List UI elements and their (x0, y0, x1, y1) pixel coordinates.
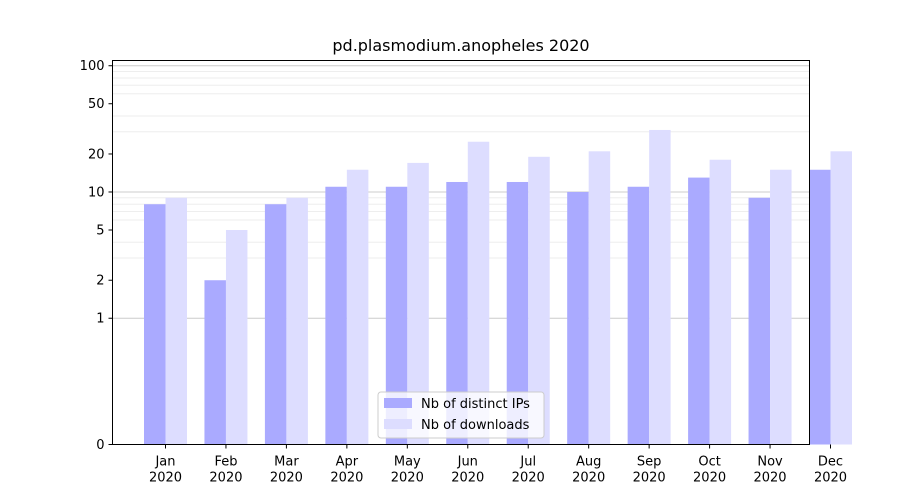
bar-downloads-7 (528, 156, 550, 445)
bar-downloads-10 (709, 159, 732, 445)
x-tick-label: Jul 2020 (512, 455, 545, 486)
x-tick-label: Aug 2020 (572, 455, 605, 486)
y-tick-label: 100 (80, 59, 105, 74)
legend-label-ips: Nb of distinct IPs (421, 397, 530, 412)
bar-downloads-3 (286, 197, 308, 445)
y-tick-label: 50 (88, 97, 105, 112)
chart-title: pd.plasmodium.anopheles 2020 (332, 36, 589, 55)
x-tick-label: Apr 2020 (330, 455, 363, 486)
x-tick-label: Mar 2020 (270, 455, 303, 486)
legend-label-downloads: Nb of downloads (421, 418, 530, 433)
bar-ips-2 (204, 280, 226, 445)
y-tick-label: 1 (96, 312, 104, 327)
x-tick-label: Feb 2020 (209, 455, 242, 486)
bar-ips-7 (506, 181, 529, 445)
bar-ips-4 (325, 186, 347, 445)
bar-downloads-5 (407, 162, 429, 445)
y-tick-label: 20 (88, 147, 105, 162)
bar-ips-3 (264, 204, 287, 445)
legend: Nb of distinct IPs Nb of downloads (377, 391, 545, 439)
bar-downloads-9 (649, 129, 671, 445)
bar-downloads-2 (225, 229, 248, 445)
bar-downloads-8 (588, 151, 611, 445)
y-axis: 0 1 2 5 10 20 50 100 (80, 59, 113, 453)
x-tick-label: May 2020 (391, 455, 424, 486)
plot-frame (112, 60, 810, 445)
bar-ips-9 (627, 186, 650, 445)
bar-ips-11 (748, 197, 771, 445)
bar-downloads-1 (165, 197, 187, 445)
bar-downloads-4 (346, 169, 369, 445)
bar-ips-12 (809, 169, 831, 445)
y-tick-label: 0 (96, 438, 104, 453)
bar-ips-5 (385, 186, 408, 445)
x-tick-label: Dec 2020 (814, 455, 847, 486)
bar-ips-8 (567, 191, 589, 445)
x-tick-label: Sep 2020 (633, 455, 666, 486)
legend-box (377, 391, 545, 439)
x-tick-label: Jun 2020 (451, 455, 484, 486)
y-tick-label: 10 (88, 185, 105, 200)
y-tick-label: 2 (96, 274, 104, 289)
bars (144, 129, 852, 445)
bar-downloads-6 (467, 141, 490, 445)
bar-downloads-11 (770, 169, 792, 445)
x-tick-label: Nov 2020 (753, 455, 786, 486)
x-axis: Jan 2020 Feb 2020 Mar 2020 Apr 2020 May 2020 Jun 20… (149, 444, 847, 486)
x-tick-label: Oct 2020 (693, 455, 726, 486)
legend-swatch-downloads (384, 419, 412, 429)
x-tick-label: Jan 2020 (149, 455, 182, 486)
y-tick-label: 5 (96, 223, 104, 238)
bar-ips-10 (688, 177, 710, 445)
legend-swatch-ips (384, 398, 412, 408)
bar-ips-1 (144, 204, 166, 445)
bar-downloads-12 (830, 151, 852, 445)
bar-ips-6 (446, 181, 468, 445)
